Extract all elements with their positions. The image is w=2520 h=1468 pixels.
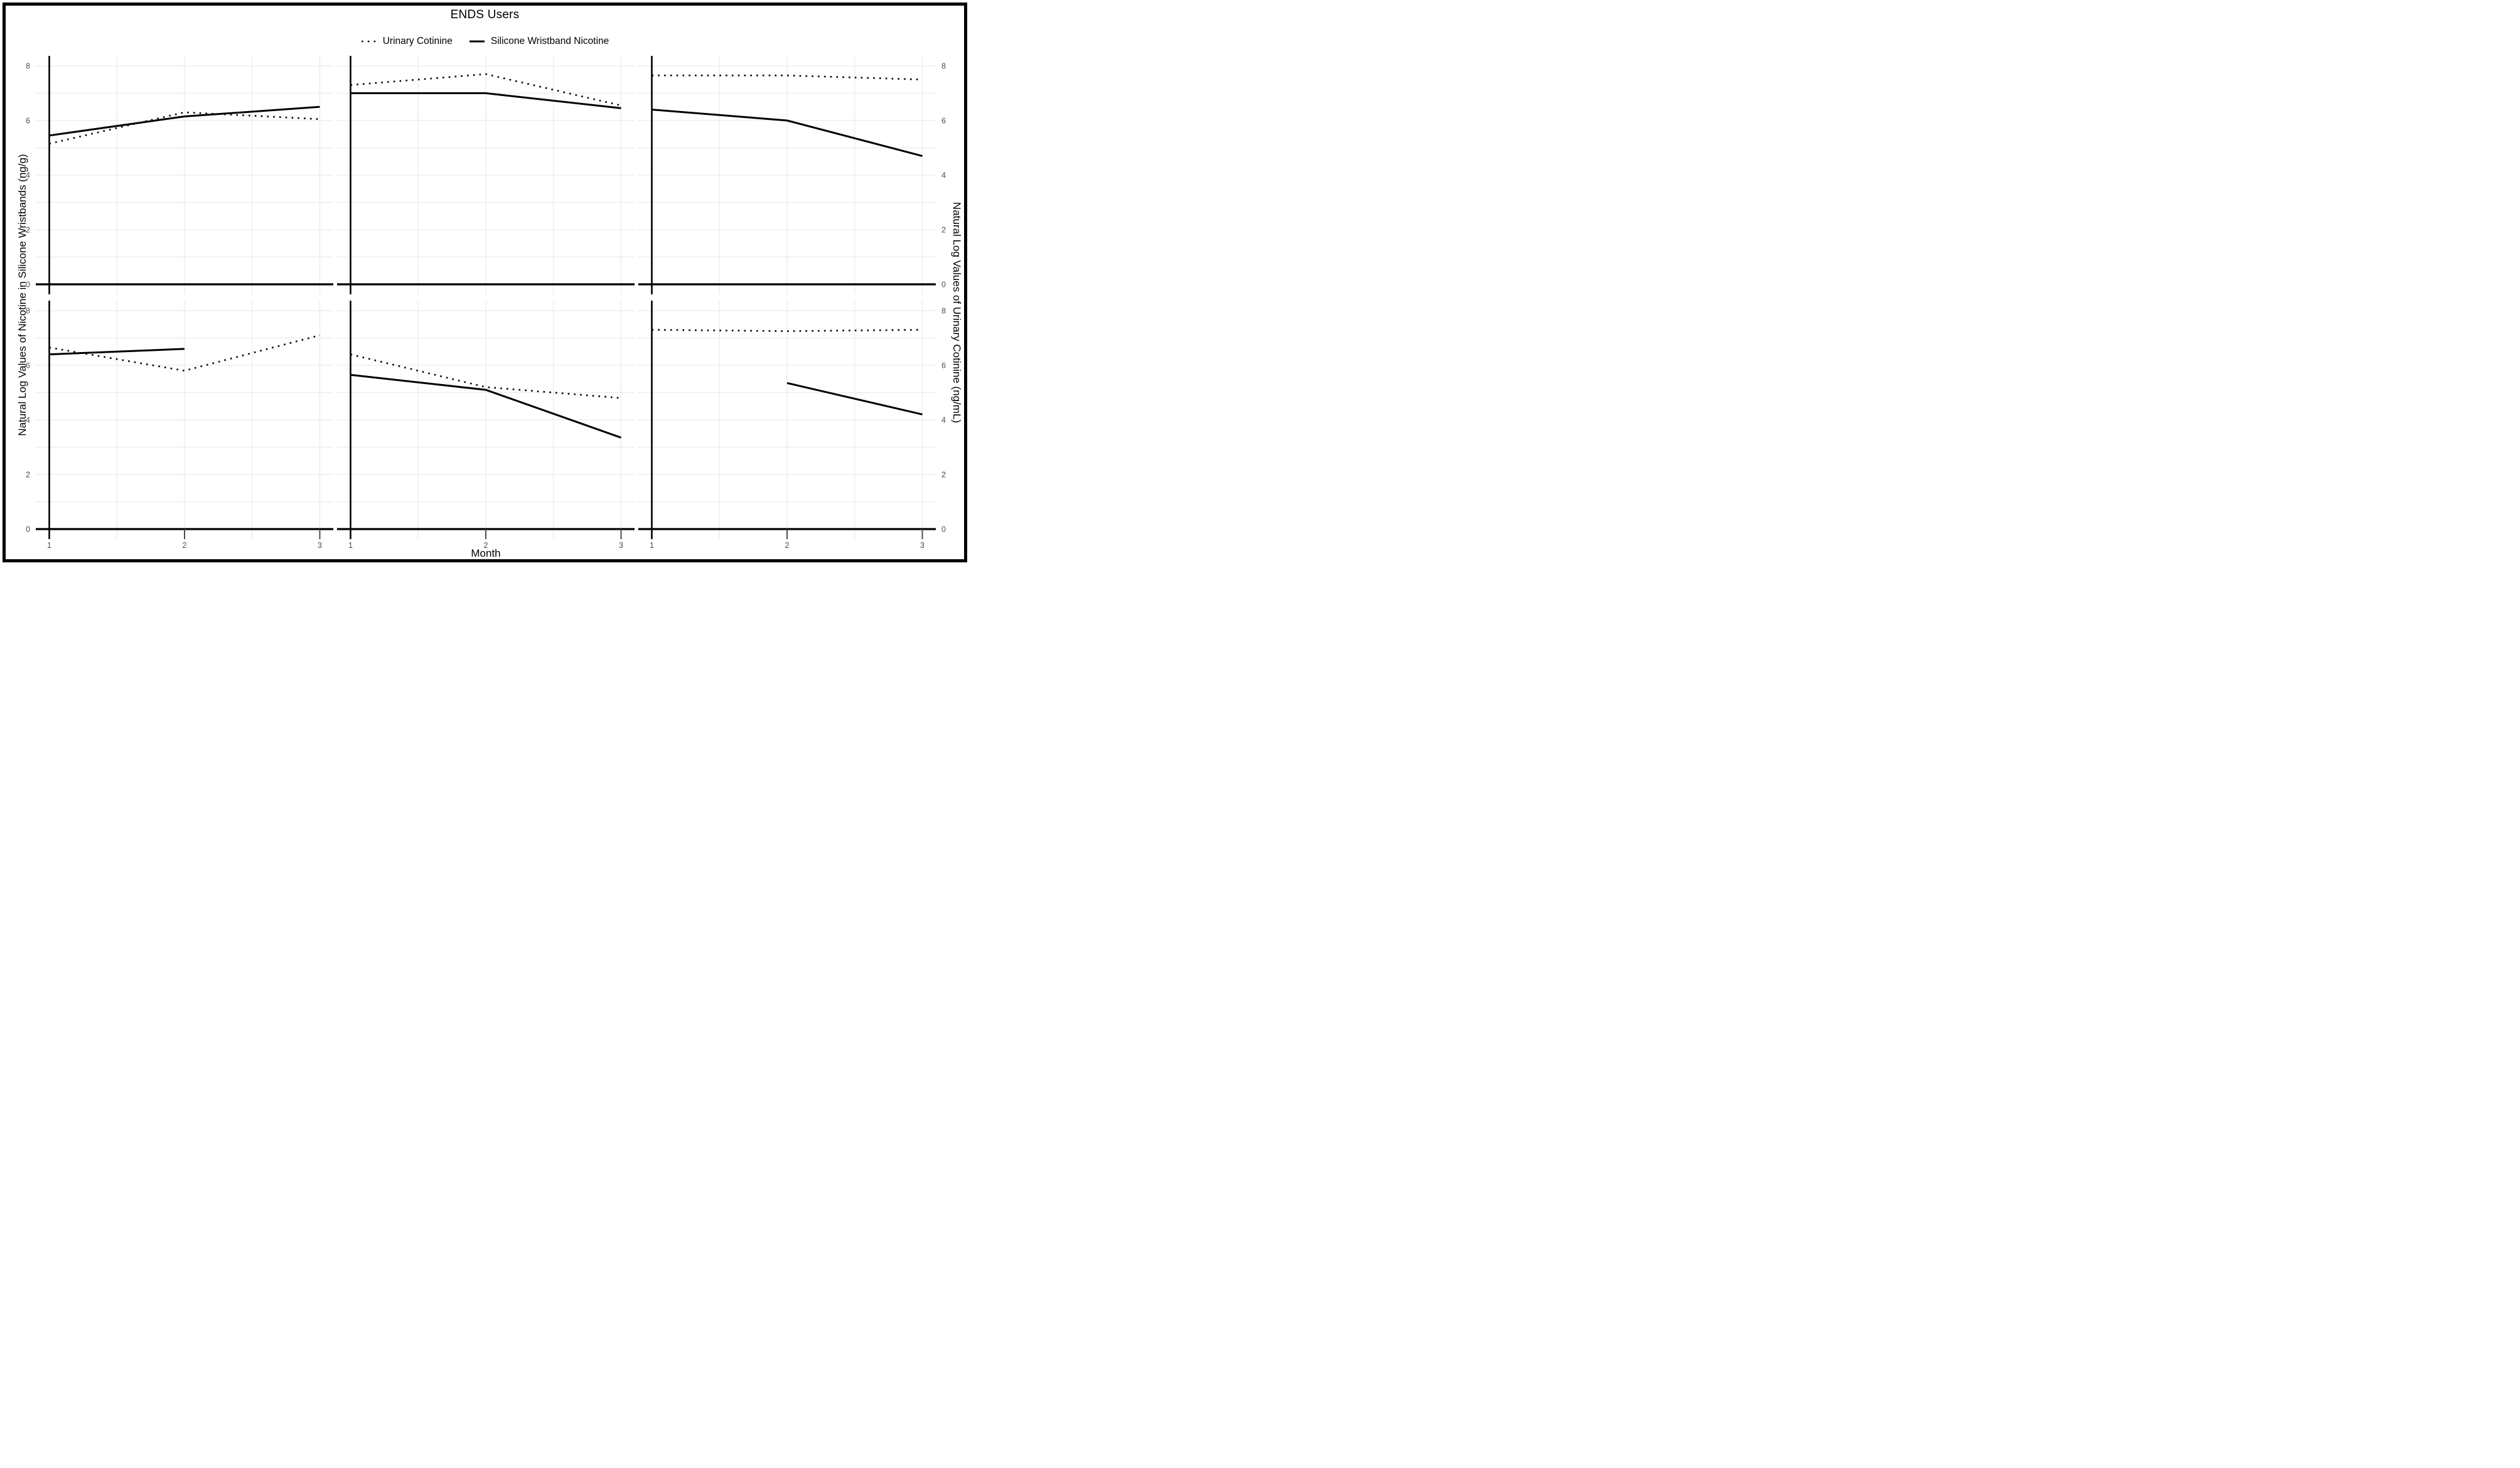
x-tick-label: 2 [484,541,488,550]
x-axis-label: Month [471,547,501,559]
y-tick-label-left: 2 [26,226,30,235]
x-tick-label: 3 [920,541,925,550]
y-tick-label-left: 4 [26,171,30,180]
facet-panels-grid: 0 2 4 6 8 0 2 4 6 8 1 2 3 0 2 4 6 8 1 2 3 1 2 3 0 2 4 6 8 [26,56,946,550]
x-tick-label: 3 [318,541,322,550]
panel-row1-col1: 0 2 4 6 8 [26,56,333,294]
y-tick-label-left: 4 [26,416,30,425]
x-tick-label: 1 [650,541,654,550]
y-tick-label-left: 6 [26,362,30,370]
y-tick-label-right: 0 [941,525,946,534]
y-tick-label-left: 0 [26,525,30,534]
panel-plot-area: 1 2 3 0 2 4 6 8 [638,301,946,550]
series-line-urinary-cotinine [49,111,320,145]
series-line-silicone-wristband-nicotine [786,382,923,415]
panel-plot-area: 0 2 4 6 8 [638,56,946,294]
panel-plot-area: 0 2 4 6 8 [26,56,333,294]
x-tick-label: 1 [47,541,51,550]
y-tick-label-right: 6 [941,117,946,126]
y-axis-label-right: Natural Log Values of Urinary Cotinine (… [951,201,963,424]
panel-row2-col1: 1 2 3 0 2 4 6 8 [26,301,333,550]
y-tick-label-left: 0 [26,281,30,289]
chart-title: ENDS Users [450,8,520,21]
x-tick-label: 3 [619,541,623,550]
y-tick-label-right: 6 [941,362,946,370]
panel-row1-col3: 0 2 4 6 8 [638,56,946,294]
series-line-silicone-wristband-nicotine [350,373,621,439]
x-tick-label: 2 [183,541,187,550]
x-tick-label: 1 [348,541,353,550]
y-tick-label-left: 2 [26,471,30,480]
y-tick-label-right: 8 [941,62,946,71]
y-tick-label-right: 4 [941,416,946,425]
legend-item-wristband-nicotine: Silicone Wristband Nicotine [469,36,609,47]
solid-line-key-icon [469,40,485,43]
series-line-silicone-wristband-nicotine [49,105,320,137]
panel-row2-col3: 1 2 3 0 2 4 6 8 [638,301,946,550]
y-tick-label-right: 8 [941,307,946,316]
y-tick-label-right: 2 [941,471,946,480]
series-line-silicone-wristband-nicotine [651,109,923,158]
series-line-silicone-wristband-nicotine [49,348,185,356]
series-line-urinary-cotinine [350,73,621,107]
panel-plot-area [337,56,635,294]
panel-row2-col2: 1 2 3 [337,301,635,550]
y-tick-label-left: 8 [26,62,30,71]
y-tick-label-right: 4 [941,171,946,180]
y-tick-label-left: 8 [26,307,30,316]
legend-label: Urinary Cotinine [382,36,453,46]
dotted-line-key-icon [361,40,377,43]
panel-row1-col2 [337,56,635,294]
legend: Urinary Cotinine Silicone Wristband Nico… [0,36,970,47]
panel-plot-area: 1 2 3 [337,301,635,550]
panel-plot-area: 1 2 3 0 2 4 6 8 [26,301,333,550]
series-line-silicone-wristband-nicotine [350,92,621,109]
x-tick-label: 2 [785,541,790,550]
y-tick-label-right: 2 [941,226,946,235]
y-tick-label-right: 0 [941,281,946,289]
y-axis-label-left: Natural Log Values of Nicotine in Silico… [16,154,28,436]
legend-label: Silicone Wristband Nicotine [490,36,609,46]
y-tick-label-left: 6 [26,117,30,126]
legend-item-urinary-cotinine: Urinary Cotinine [361,36,453,47]
